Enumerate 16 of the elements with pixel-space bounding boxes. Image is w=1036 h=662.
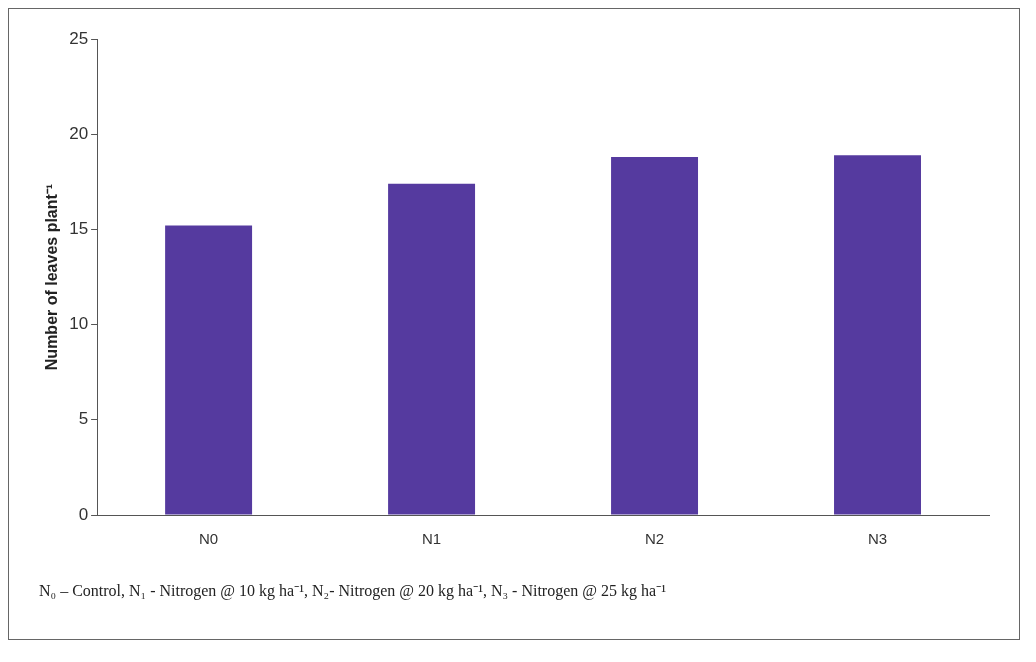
y-tick-label: 10 <box>69 314 89 334</box>
bar <box>388 183 476 515</box>
text: N₀ – Control, N₁ - Nitrogen @ 10 kg ha⁻¹, N₂- Nitrogen @ 20 kg ha⁻¹, N₃ - Nitrogen @ 25 kg ha⁻¹ <box>39 581 666 601</box>
y-tick-label: 0 <box>78 504 89 524</box>
x-tick-label: N2 <box>644 530 665 548</box>
bar <box>611 157 699 515</box>
y-tick-label: 15 <box>69 219 89 239</box>
bar <box>834 155 921 515</box>
y-tick-label: 5 <box>78 409 89 429</box>
x-tick-label: N1 <box>421 530 442 548</box>
bar <box>165 225 253 515</box>
x-tick-label: N3 <box>867 530 888 548</box>
y-tick-label: 25 <box>69 28 89 48</box>
y-axis-title: Number of leaves plant⁻¹ <box>43 183 61 371</box>
x-tick-label: N0 <box>199 530 219 548</box>
y-tick-label: 20 <box>69 123 89 143</box>
